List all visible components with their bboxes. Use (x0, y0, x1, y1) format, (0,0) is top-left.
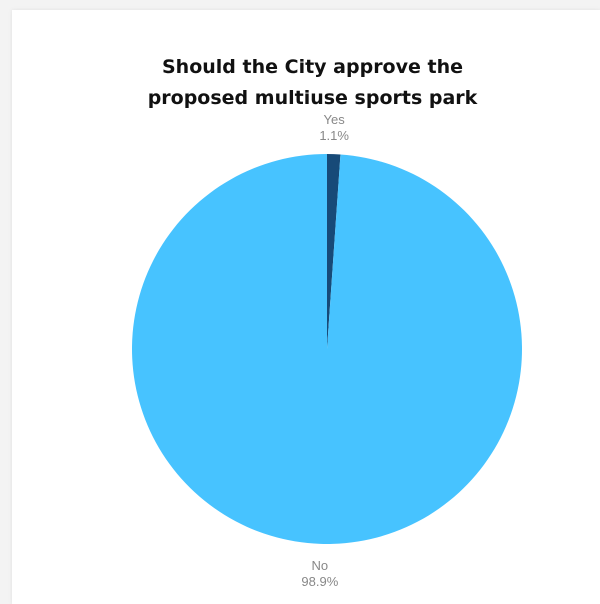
slice-label-no: No (312, 558, 329, 573)
slice-label-yes: Yes (324, 112, 346, 127)
slice-value-yes: 1.1% (319, 128, 349, 143)
slice-value-no: 98.9% (301, 574, 338, 589)
pie-slice-yes (327, 154, 341, 349)
chart-title: Should the City approve the proposed mul… (0, 52, 600, 114)
pie-slice-no (131, 154, 522, 544)
chart-title-line-1: Should the City approve the (162, 56, 463, 78)
chart-title-line-2: proposed multiuse sports park (147, 87, 478, 109)
